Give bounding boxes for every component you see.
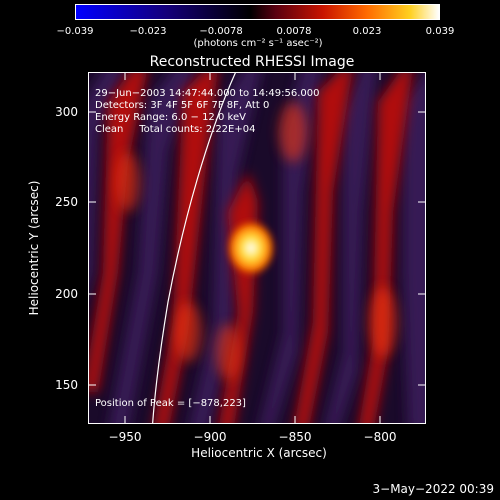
colorbar-tick: −0.023	[129, 26, 167, 37]
x-tick-label: −900	[193, 430, 227, 444]
footer-date: 3−May−2022 00:39	[372, 482, 495, 496]
x-tick-label: −950	[108, 430, 142, 444]
energy-range-label: Energy Range: 6.0 − 12.0 keV	[95, 112, 246, 123]
y-tick-label: 250	[55, 195, 78, 209]
colorbar-tick: 0.023	[352, 26, 382, 37]
colorbar	[75, 4, 440, 20]
x-tick-label: −850	[278, 430, 312, 444]
y-tick-label: 200	[55, 287, 78, 301]
rhessi-image	[88, 72, 426, 424]
y-axis-label: Heliocentric Y (arcsec)	[27, 180, 41, 316]
peak-position-label: Position of Peak = [−878,223]	[95, 398, 246, 409]
y-tick-label: 150	[55, 378, 78, 392]
image-title: Reconstructed RHESSI Image	[149, 54, 355, 70]
colorbar-tick: 0.0078	[276, 26, 312, 37]
colorbar-tick: 0.039	[425, 26, 455, 37]
x-tick-label: −800	[363, 430, 397, 444]
method-label: Clean Total counts: 2.22E+04	[95, 124, 256, 135]
colorbar-tick: −0.0078	[199, 26, 243, 37]
x-axis-label: Heliocentric X (arcsec)	[191, 446, 327, 460]
time-range-label: 29−Jun−2003 14:47:44.000 to 14:49:56.000	[95, 88, 320, 99]
colorbar-tick: −0.039	[56, 26, 94, 37]
colorbar-units: (photons cm⁻² s⁻¹ asec⁻²)	[193, 38, 323, 49]
y-tick-label: 300	[55, 105, 78, 119]
detectors-label: Detectors: 3F 4F 5F 6F 7F 8F, Att 0	[95, 100, 270, 111]
